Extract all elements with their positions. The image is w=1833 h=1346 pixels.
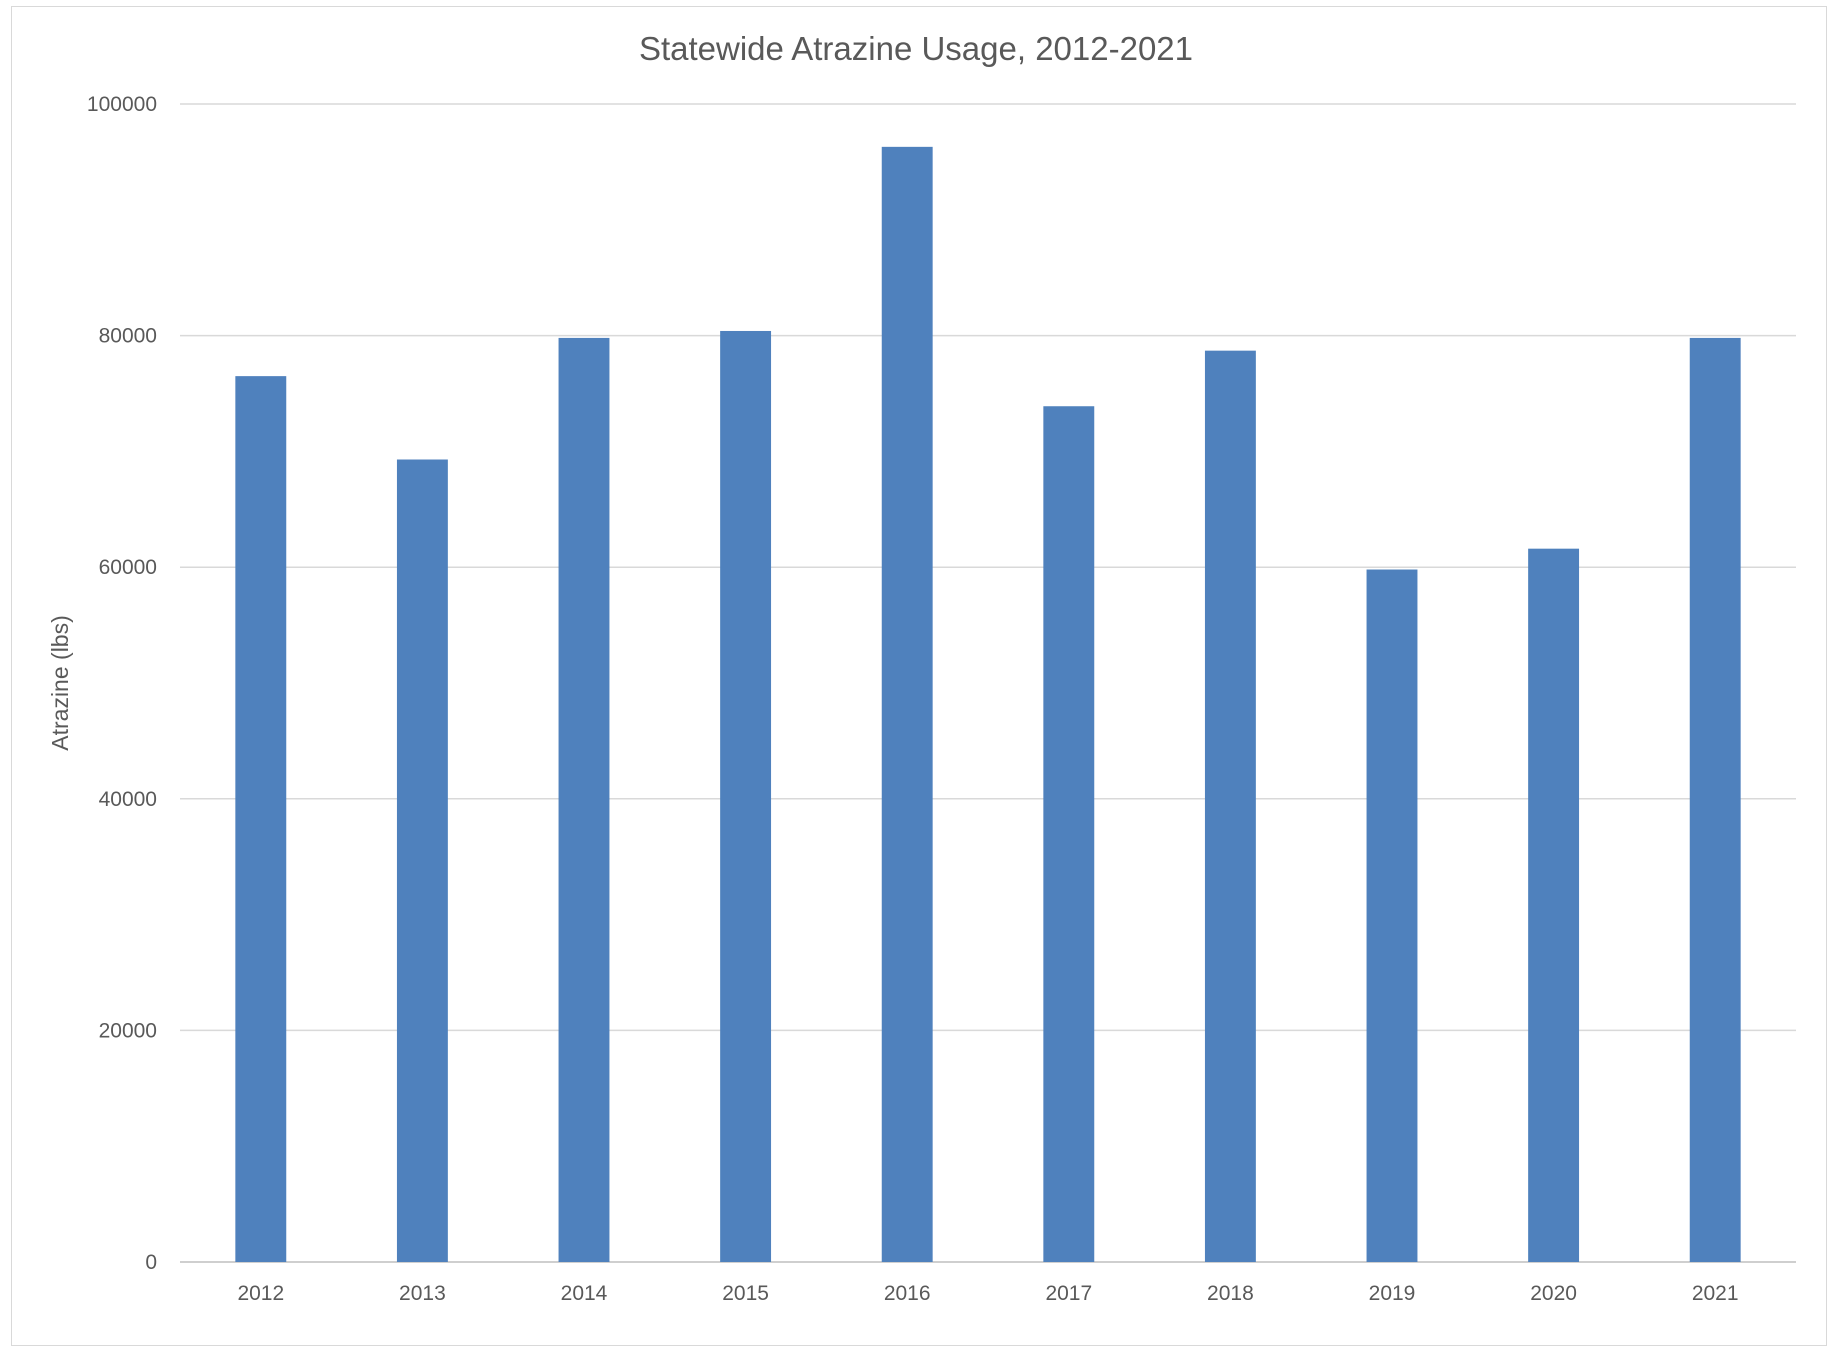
y-tick-label: 20000 [99, 1019, 157, 1042]
x-axis-ticks: 2012 2013 2014 2015 2016 2017 2018 2019 2020 2021 [237, 1282, 1738, 1305]
bar-2017 [1043, 406, 1094, 1262]
bar-2014 [559, 338, 610, 1262]
y-tick-label: 100000 [87, 93, 157, 116]
x-tick-label: 2018 [1207, 1282, 1254, 1305]
y-tick-label: 40000 [99, 788, 157, 811]
x-tick-label: 2014 [561, 1282, 608, 1305]
bar-2015 [720, 331, 771, 1262]
bar-2013 [397, 460, 448, 1262]
bar-2020 [1528, 549, 1579, 1262]
bars [235, 147, 1740, 1262]
y-axis-ticks: 0 20000 40000 60000 80000 100000 [87, 93, 157, 1274]
y-tick-label: 80000 [99, 325, 157, 348]
chart-title: Statewide Atrazine Usage, 2012-2021 [639, 30, 1193, 67]
bar-2016 [882, 147, 933, 1262]
y-axis-label: Atrazine (lbs) [47, 615, 73, 750]
x-tick-label: 2015 [722, 1282, 769, 1305]
bar-2019 [1367, 570, 1418, 1262]
x-tick-label: 2016 [884, 1282, 931, 1305]
x-tick-label: 2019 [1369, 1282, 1416, 1305]
x-tick-label: 2017 [1045, 1282, 1092, 1305]
x-tick-label: 2013 [399, 1282, 446, 1305]
x-tick-label: 2020 [1530, 1282, 1577, 1305]
x-tick-label: 2021 [1692, 1282, 1739, 1305]
bar-2012 [235, 376, 286, 1262]
y-tick-label: 0 [145, 1251, 157, 1274]
x-tick-label: 2012 [237, 1282, 284, 1305]
y-tick-label: 60000 [99, 556, 157, 579]
bar-2018 [1205, 351, 1256, 1262]
bar-2021 [1690, 338, 1741, 1262]
